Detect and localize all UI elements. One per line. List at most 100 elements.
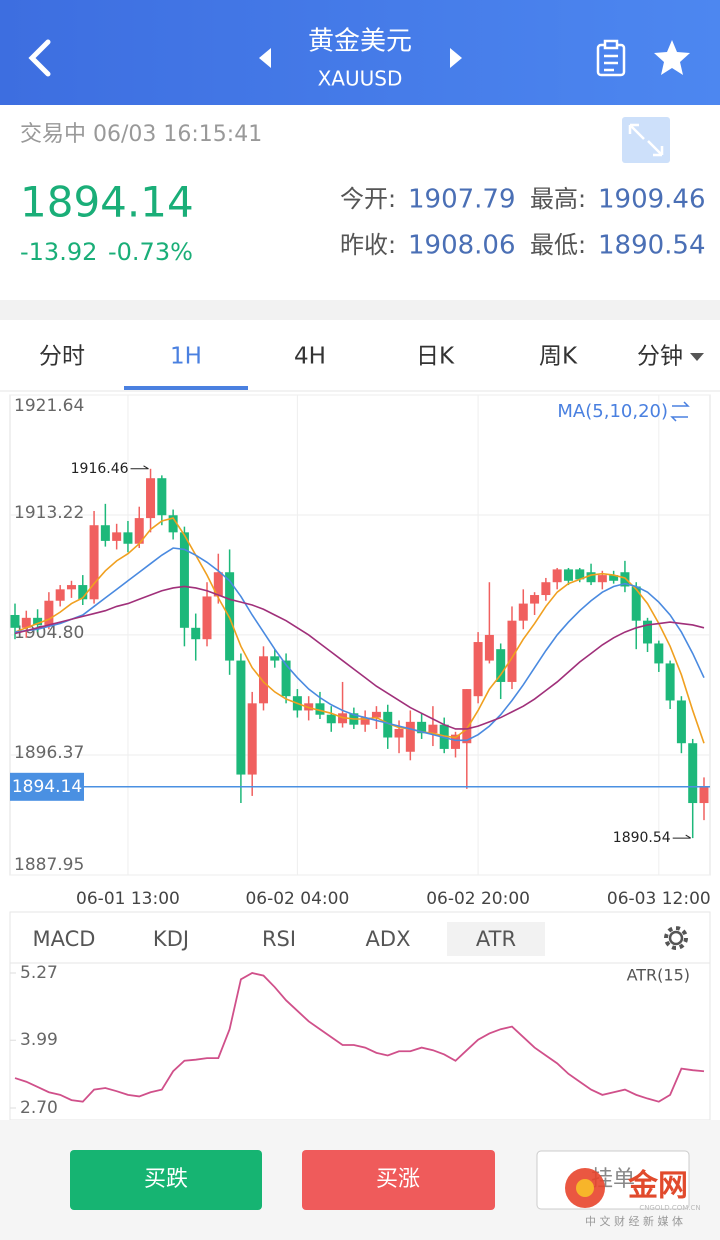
candle-body — [100, 525, 110, 541]
last-price-label: 1894.14 — [12, 777, 82, 797]
x-tick-label: 06-02 20:00 — [426, 889, 530, 909]
atr-frame — [9, 962, 711, 1121]
candle-body — [417, 721, 427, 734]
low-arrow — [672, 834, 691, 839]
watermark-url: CNGOLD.COM.CN — [639, 1204, 700, 1212]
star-icon[interactable] — [654, 40, 690, 75]
candle-body — [89, 525, 99, 600]
y-tick-label: 1887.95 — [14, 855, 84, 875]
high-arrow — [130, 465, 149, 470]
tab[interactable]: 日K — [416, 344, 455, 370]
candle-body — [371, 711, 381, 718]
y-tick-label: 1904.80 — [14, 623, 84, 643]
candle-body — [66, 585, 76, 590]
stat-value: 1907.79 — [408, 185, 516, 215]
candle-body — [168, 515, 178, 533]
next-button[interactable] — [450, 48, 462, 68]
candle-body — [44, 600, 54, 625]
tab[interactable]: 4H — [294, 344, 326, 370]
dropdown-arrow — [690, 353, 704, 361]
tab[interactable]: 分钟 — [637, 344, 683, 370]
stat-label: 最低: — [530, 231, 586, 259]
candle-body — [191, 627, 201, 640]
candle-body — [451, 734, 461, 749]
y-tick-label: 2.70 — [20, 1098, 58, 1118]
stat-label: 最高: — [530, 185, 586, 213]
legend: ATR(15) — [627, 966, 690, 985]
candle-body — [258, 656, 268, 704]
candle-body — [360, 717, 370, 725]
stat-value: 1908.06 — [408, 231, 516, 261]
low-label: 1890.54 — [613, 830, 671, 846]
tab[interactable]: 分时 — [39, 344, 85, 370]
candle-body — [78, 585, 88, 600]
change: -13.92 — [20, 238, 97, 266]
candle-body — [676, 700, 686, 744]
candle-body — [575, 569, 585, 580]
candle-body — [688, 743, 698, 804]
back-button[interactable] — [28, 39, 51, 77]
expand-icon[interactable] — [622, 117, 670, 163]
candle-body — [383, 711, 393, 738]
candle-body — [665, 663, 675, 701]
candle-body — [213, 572, 223, 597]
buy-button[interactable] — [302, 1150, 495, 1210]
stat-value: 1890.54 — [598, 231, 706, 261]
candle-body — [507, 620, 517, 682]
y-tick-label: 1896.37 — [14, 743, 84, 763]
candle-body — [247, 703, 257, 775]
indicator-bar — [9, 911, 711, 964]
ma-line — [14, 517, 705, 744]
stat-value: 1909.46 — [598, 185, 706, 215]
candle-body — [394, 728, 404, 738]
x-tick-label: 06-03 12:00 — [607, 889, 711, 909]
indicator-tab[interactable]: MACD — [33, 927, 96, 951]
candle-body — [597, 575, 607, 583]
candle-body — [10, 614, 20, 628]
tab[interactable]: 周K — [539, 344, 578, 370]
candle-body — [270, 656, 280, 661]
change-pct: -0.73% — [108, 238, 193, 266]
separator — [0, 300, 720, 320]
candle-body — [21, 617, 31, 628]
watermark-slogan: 中 文 财 经 新 媒 体 — [585, 1214, 683, 1228]
ma-line — [14, 547, 705, 742]
sell-button[interactable] — [70, 1150, 262, 1210]
atr-line — [14, 972, 705, 1103]
settings-icon[interactable] — [664, 926, 688, 950]
indicator-tab[interactable]: ADX — [366, 927, 411, 951]
candle-body — [530, 595, 540, 604]
candle-body — [563, 569, 573, 581]
y-tick-label: 3.99 — [20, 1030, 58, 1050]
candle-body — [202, 596, 212, 640]
indicator-tab[interactable]: RSI — [262, 927, 296, 951]
candle-body — [541, 582, 551, 596]
status: 交易中 06/03 16:15:41 — [20, 122, 262, 147]
y-tick-label: 1921.64 — [14, 396, 84, 416]
indicator-tab[interactable]: ATR — [476, 927, 516, 951]
clipboard-icon[interactable] — [596, 39, 626, 77]
candle-body — [462, 689, 472, 744]
price: 1894.14 — [20, 178, 194, 227]
candle-body — [473, 642, 483, 697]
y-tick-label: 5.27 — [20, 963, 58, 983]
high-label: 1916.46 — [71, 461, 129, 477]
legend-switch — [670, 401, 690, 422]
watermark: 金网 CNGOLD.COM.CN 中 文 财 经 新 媒 体 — [565, 1168, 701, 1228]
candle-body — [699, 786, 709, 804]
candle-body — [586, 572, 596, 583]
candle-body — [326, 714, 336, 724]
candle-body — [134, 518, 144, 544]
indicator-tab[interactable]: KDJ — [153, 927, 189, 951]
buy-label: 买涨 — [376, 1167, 420, 1192]
candle-body — [643, 620, 653, 644]
title: 黄金美元 — [308, 27, 412, 57]
candle-body — [654, 643, 664, 664]
prev-button[interactable] — [259, 48, 271, 68]
y-tick-label: 1913.22 — [14, 503, 84, 523]
candle-body — [146, 478, 156, 519]
candle-body — [236, 660, 246, 775]
tab-active[interactable]: 1H — [170, 344, 202, 370]
x-tick-label: 06-02 04:00 — [245, 889, 349, 909]
